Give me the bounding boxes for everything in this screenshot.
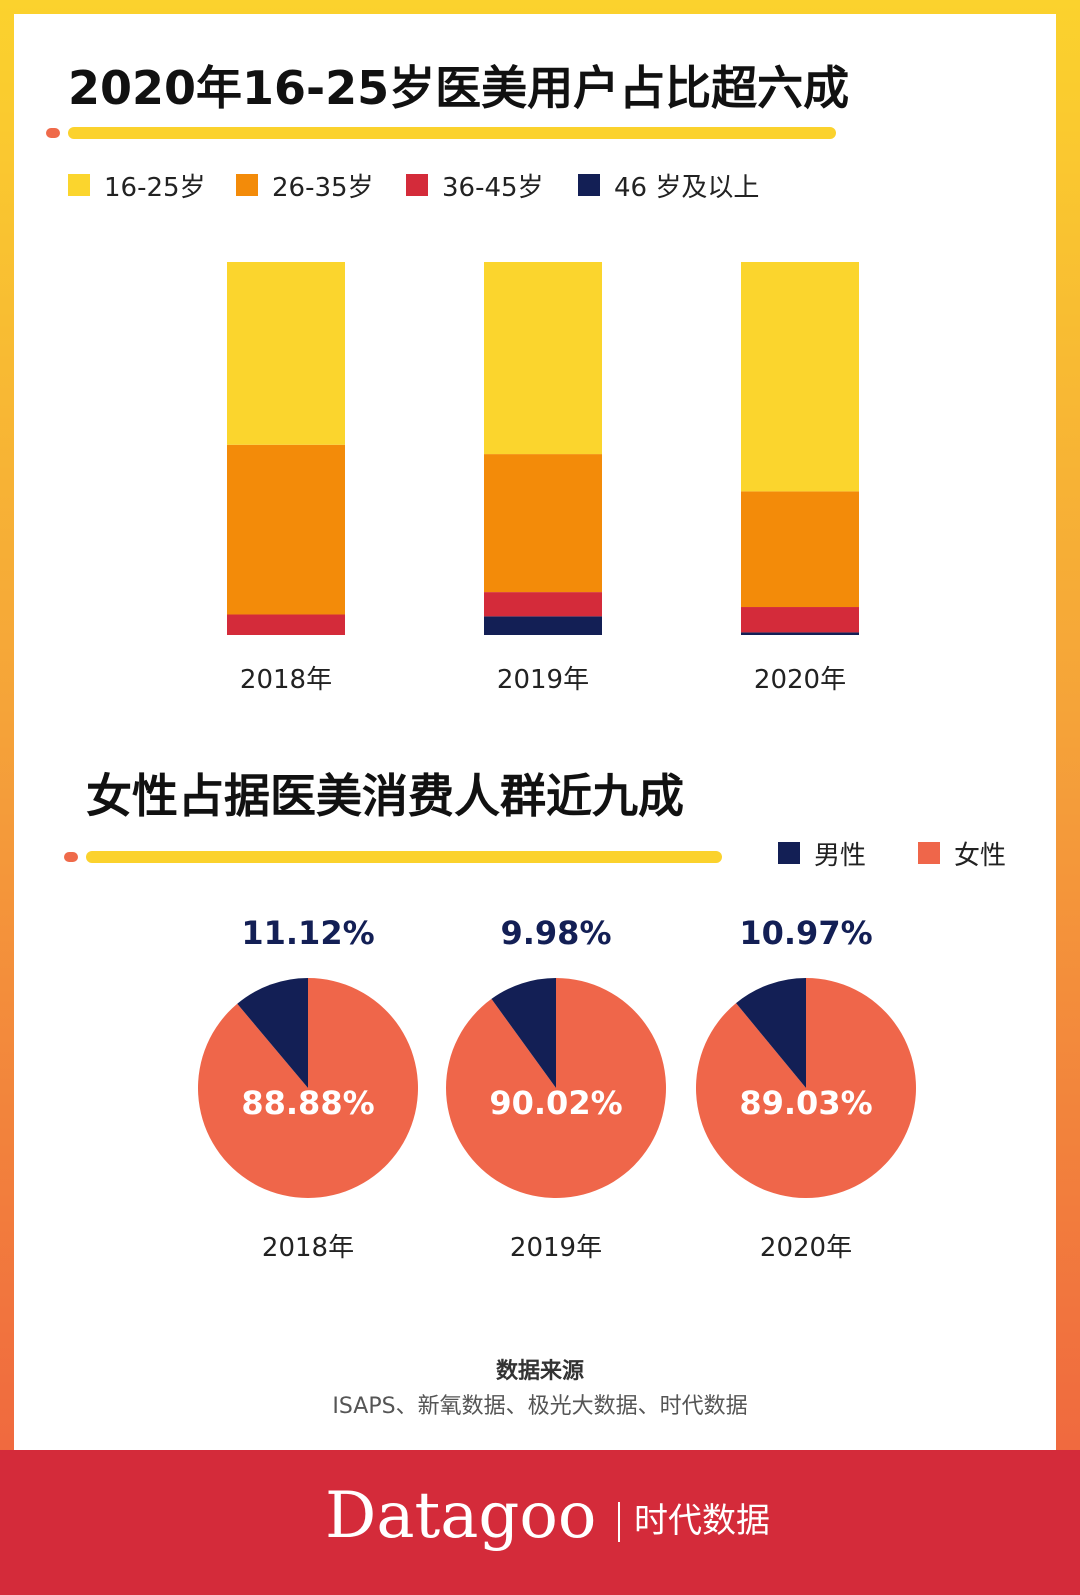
legend-swatch-female xyxy=(918,842,940,864)
bar-segment-16-25-1 xyxy=(227,262,345,445)
legend-item-46-plus: 46 岁及以上 xyxy=(578,170,759,203)
pie-year-label: 2020年 xyxy=(760,1233,852,1263)
legend-item-26-35: 26-35岁 xyxy=(236,170,374,203)
legend-item-36-45: 36-45岁 xyxy=(406,170,544,203)
bar-category-label: 2019年 xyxy=(497,665,589,695)
legend-label-26-35: 26-35岁 xyxy=(272,172,374,203)
bar-segment-26-35-2 xyxy=(484,454,602,593)
source-text: ISAPS、新氧数据、极光大数据、时代数据 xyxy=(332,1394,748,1419)
legend-item-male: 男性 xyxy=(778,838,866,871)
infographic-card xyxy=(14,14,1056,1450)
bar-segment-36-45-1 xyxy=(227,614,345,635)
pie-slice-male-2 xyxy=(491,978,556,1088)
brand-logo-text: Datagoo xyxy=(325,1479,597,1553)
bar-category-label: 2020年 xyxy=(754,665,846,695)
bar-chart-title: 2020年16-25岁医美用户占比超六成 xyxy=(68,61,850,115)
bar-segment-16-25-2 xyxy=(484,262,602,455)
brand-chinese-name: 时代数据 xyxy=(634,1501,770,1541)
legend-label-female: 女性 xyxy=(954,840,1007,871)
bar-category-label: 2018年 xyxy=(240,665,332,695)
bar-title-underline-dot xyxy=(46,128,60,138)
bar-segment-46-plus-2 xyxy=(484,616,602,635)
bar-segment-36-45-3 xyxy=(741,607,859,633)
pie-label-male: 10.97% xyxy=(739,914,872,952)
pie-label-male: 9.98% xyxy=(500,914,611,952)
legend-item-16-25: 16-25岁 xyxy=(68,170,206,203)
legend-swatch-46-plus xyxy=(578,174,600,196)
bar-segment-26-35-1 xyxy=(227,444,345,615)
bar-title-underline xyxy=(68,127,836,139)
brand-separator xyxy=(618,1502,620,1542)
pie-chart-title: 女性占据医美消费人群近九成 xyxy=(86,769,684,823)
legend-swatch-male xyxy=(778,842,800,864)
pie-slice-male-3 xyxy=(736,978,806,1088)
pie-charts: 11.12% 88.88% 2018年 9.98% 90.02% 2019年 10.97% 8… xyxy=(197,914,916,1263)
legend-swatch-16-25 xyxy=(68,174,90,196)
pie-year-label: 2018年 xyxy=(262,1233,354,1263)
pie-label-male: 11.12% xyxy=(241,914,374,952)
stacked-bar-chart: 2018年 2019年 2020年 xyxy=(227,262,859,695)
legend-swatch-26-35 xyxy=(236,174,258,196)
source-title: 数据来源 xyxy=(495,1359,584,1384)
pie-slice-male-1 xyxy=(237,978,308,1088)
pie-title-underline-dot xyxy=(64,852,78,862)
pie-label-female: 89.03% xyxy=(739,1084,872,1122)
pie-label-female: 88.88% xyxy=(241,1084,374,1122)
pie-label-female: 90.02% xyxy=(489,1084,622,1122)
pie-title-underline xyxy=(86,851,722,863)
legend-label-male: 男性 xyxy=(814,840,867,871)
bar-segment-26-35-3 xyxy=(741,491,859,608)
legend-item-female: 女性 xyxy=(918,838,1006,871)
bar-segment-36-45-2 xyxy=(484,592,602,617)
legend-label-36-45: 36-45岁 xyxy=(442,172,544,203)
bar-segment-16-25-3 xyxy=(741,262,859,492)
pie-year-label: 2019年 xyxy=(510,1233,602,1263)
legend-label-16-25: 16-25岁 xyxy=(104,172,206,203)
legend-label-46-plus: 46 岁及以上 xyxy=(614,172,760,203)
legend-swatch-36-45 xyxy=(406,174,428,196)
bar-segment-46-plus-3 xyxy=(741,632,859,635)
brand-footer xyxy=(0,1450,1080,1595)
